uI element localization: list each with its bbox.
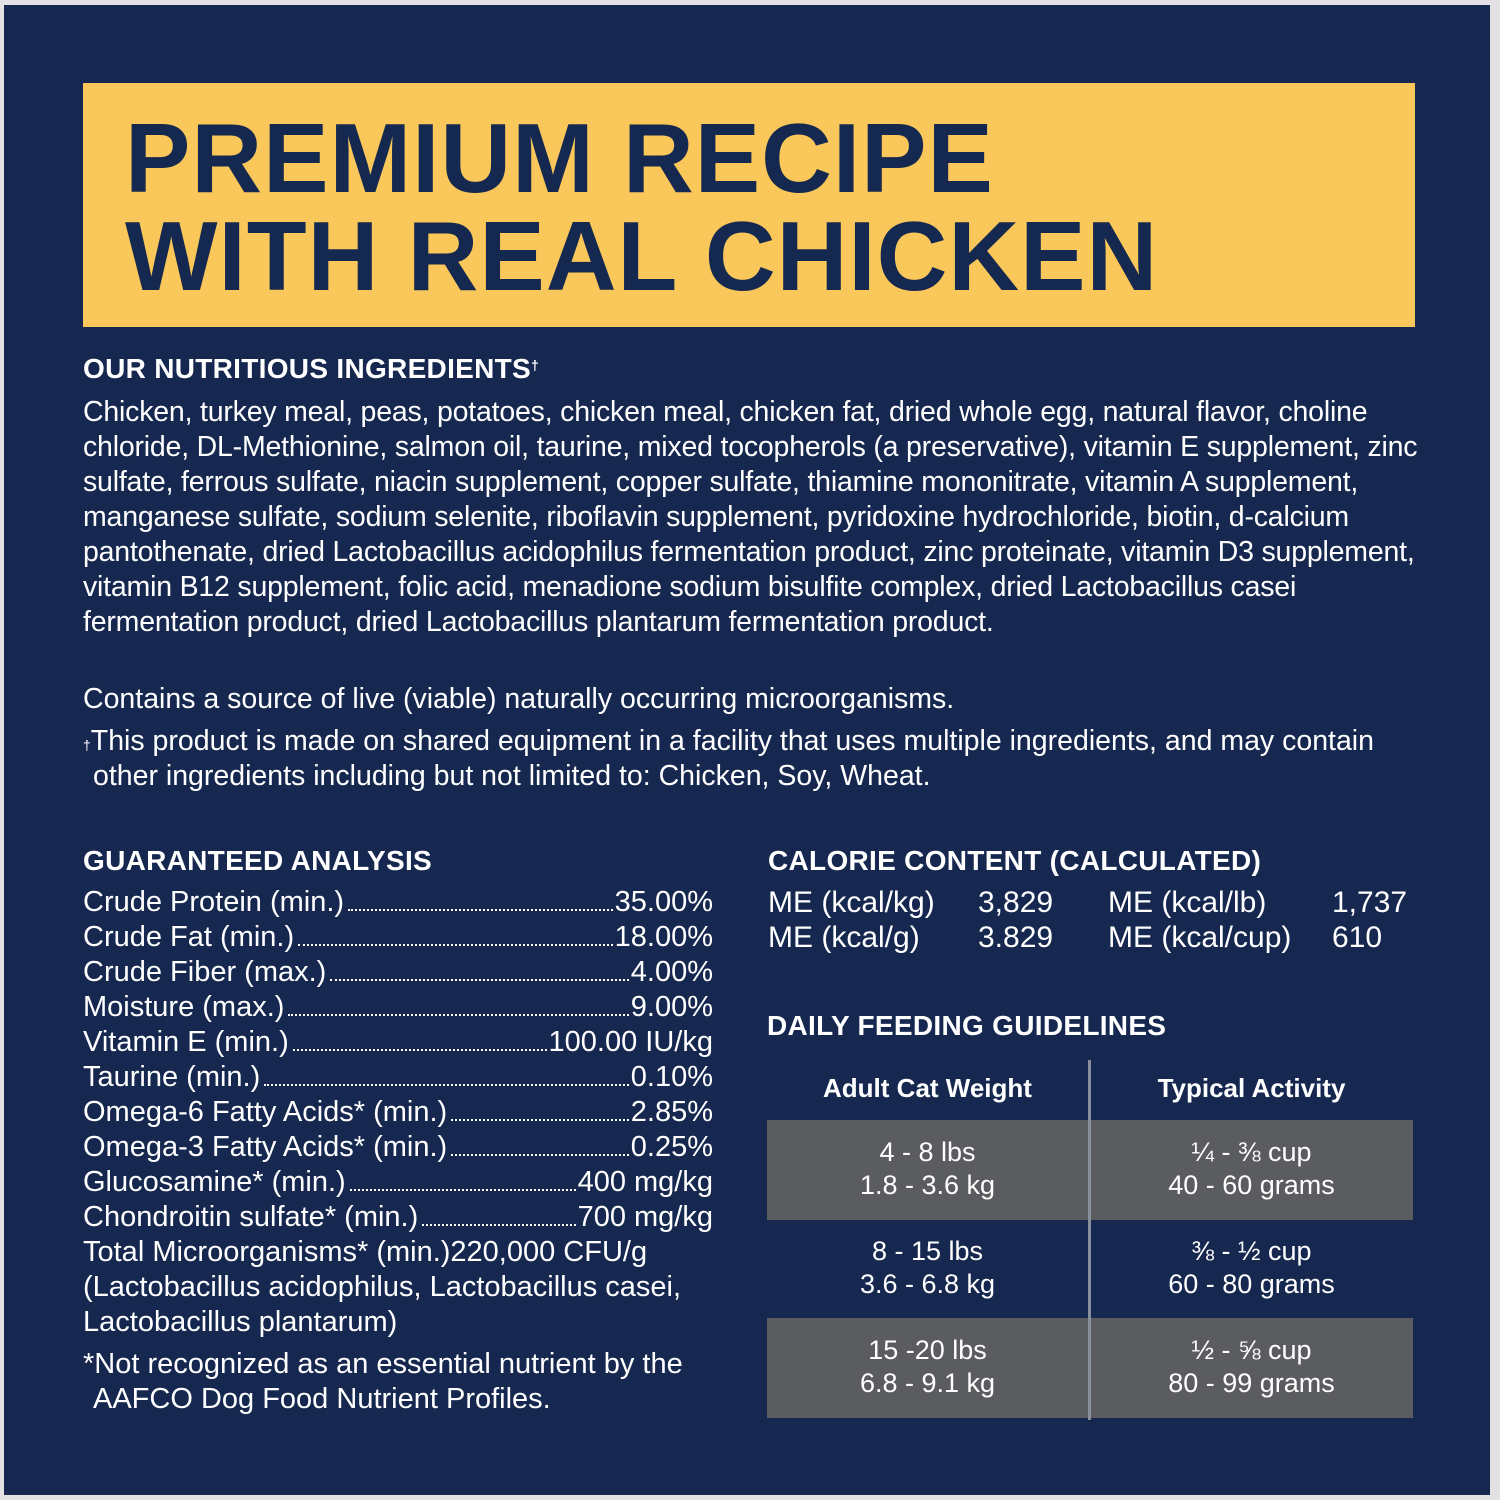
calorie-value: 1,737 [1332, 886, 1408, 919]
analysis-row: Glucosamine* (min.) 400 mg/kg [83, 1165, 713, 1200]
analysis-row: Crude Protein (min.) 35.00% [83, 885, 713, 920]
analysis-row: Omega-3 Fatty Acids* (min.) 0.25% [83, 1130, 713, 1165]
analysis-label: Taurine (min.) [83, 1061, 261, 1093]
weight-cell: 4 - 8 lbs 1.8 - 3.6 kg [767, 1136, 1088, 1202]
product-title: PREMIUM RECIPE WITH REAL CHICKEN [125, 109, 1158, 305]
weight-kg: 1.8 - 3.6 kg [859, 1170, 996, 1200]
analysis-value: 4.00% [630, 956, 713, 988]
analysis-value: 18.00% [614, 921, 713, 953]
dot-leader [349, 1189, 576, 1191]
calorie-content-table: ME (kcal/kg) 3,829 ME (kcal/lb) 1,737 ME… [768, 885, 1407, 955]
analysis-row: Crude Fiber (max.) 4.00% [83, 955, 713, 990]
analysis-value: 2.85% [630, 1096, 713, 1128]
calorie-label: ME (kcal/cup) [1108, 921, 1292, 954]
weight-cell: 8 - 15 lbs 3.6 - 6.8 kg [767, 1235, 1088, 1301]
feeding-row: 8 - 15 lbs 3.6 - 6.8 kg ⅜ - ½ cup 60 - 80 g… [767, 1219, 1413, 1319]
weight-lbs: 8 - 15 lbs [871, 1236, 984, 1266]
amount-grams: 60 - 80 grams [1168, 1269, 1335, 1299]
analysis-value: 100.00 IU/kg [548, 1026, 713, 1058]
analysis-label: Crude Protein (min.) [83, 886, 345, 918]
calorie-label: ME (kcal/lb) [1108, 886, 1267, 919]
title-line-2: WITH REAL CHICKEN [125, 201, 1159, 311]
feeding-guidelines-heading: DAILY FEEDING GUIDELINES [767, 1010, 1167, 1041]
facility-note: †This product is made on shared equipmen… [83, 724, 1413, 794]
microorganisms-note: Contains a source of live (viable) natur… [83, 683, 955, 715]
weight-cell: 15 -20 lbs 6.8 - 9.1 kg [767, 1334, 1088, 1400]
column-header-weight: Adult Cat Weight [823, 1073, 1032, 1103]
analysis-label: Omega-6 Fatty Acids* (min.) [83, 1096, 448, 1128]
calorie-value: 610 [1332, 921, 1383, 954]
analysis-row: Total Microorganisms* (min.) 220,000 CFU/… [83, 1235, 713, 1270]
title-banner: PREMIUM RECIPE WITH REAL CHICKEN [83, 83, 1415, 327]
amount-cups: ¼ - ⅜ cup [1191, 1137, 1312, 1167]
analysis-row: Moisture (max.) 9.00% [83, 990, 713, 1025]
calorie-label: ME (kcal/g) [768, 921, 920, 954]
title-line-1: PREMIUM RECIPE [125, 103, 994, 213]
analysis-row: Crude Fat (min.) 18.00% [83, 920, 713, 955]
weight-lbs: 4 - 8 lbs [879, 1137, 976, 1167]
weight-kg: 3.6 - 6.8 kg [859, 1269, 996, 1299]
analysis-row: Taurine (min.) 0.10% [83, 1060, 713, 1095]
dot-leader [288, 1014, 629, 1016]
calorie-content-heading: CALORIE CONTENT (CALCULATED) [768, 845, 1262, 876]
dot-leader [264, 1084, 629, 1086]
analysis-label: Vitamin E (min.) [83, 1026, 289, 1058]
dot-leader [451, 1154, 629, 1156]
dot-leader [298, 944, 613, 946]
dot-leader [451, 1119, 629, 1121]
dot-leader [292, 1049, 547, 1051]
column-divider [1088, 1060, 1091, 1420]
calorie-label: ME (kcal/kg) [768, 886, 935, 919]
amount-cups: ⅜ - ½ cup [1191, 1236, 1312, 1266]
dot-leader [348, 909, 613, 911]
column-header-activity: Typical Activity [1157, 1073, 1346, 1103]
analysis-footnote: *Not recognized as an essential nutrient… [83, 1348, 683, 1415]
feeding-table: Adult Cat Weight Typical Activity 4 - 8 … [767, 1060, 1413, 1420]
dot-leader [422, 1224, 576, 1226]
amount-cell: ½ - ⅝ cup 80 - 99 grams [1091, 1334, 1412, 1400]
analysis-label: Omega-3 Fatty Acids* (min.) [83, 1131, 448, 1163]
analysis-value: 220,000 CFU/g [450, 1236, 648, 1268]
ingredients-heading: OUR NUTRITIOUS INGREDIENTS† [83, 353, 539, 385]
calorie-value: 3,829 [978, 886, 1054, 919]
amount-grams: 40 - 60 grams [1168, 1170, 1335, 1200]
ingredients-list: Chicken, turkey meal, peas, potatoes, ch… [83, 396, 1418, 638]
analysis-label: Moisture (max.) [83, 991, 285, 1023]
analysis-value: 400 mg/kg [577, 1166, 713, 1198]
microorganisms-detail: (Lactobacillus acidophilus, Lactobacillu… [83, 1271, 682, 1338]
analysis-label: Crude Fiber (max.) [83, 956, 327, 988]
calorie-value: 3.829 [978, 921, 1054, 954]
facility-note-text: This product is made on shared equipment… [90, 725, 1374, 792]
analysis-label: Crude Fat (min.) [83, 921, 295, 953]
analysis-value: 9.00% [630, 991, 713, 1023]
analysis-row: Chondroitin sulfate* (min.) 700 mg/kg [83, 1200, 713, 1235]
amount-cups: ½ - ⅝ cup [1191, 1335, 1312, 1365]
analysis-value: 0.10% [630, 1061, 713, 1093]
weight-kg: 6.8 - 9.1 kg [859, 1368, 996, 1398]
analysis-label: Glucosamine* (min.) [83, 1166, 346, 1198]
analysis-row: Vitamin E (min.) 100.00 IU/kg [83, 1025, 713, 1060]
dot-leader [330, 979, 629, 981]
analysis-label: Chondroitin sulfate* (min.) [83, 1201, 419, 1233]
weight-lbs: 15 -20 lbs [868, 1335, 987, 1365]
analysis-value: 700 mg/kg [577, 1201, 713, 1233]
guaranteed-analysis-heading: GUARANTEED ANALYSIS [83, 845, 433, 876]
analysis-row: Omega-6 Fatty Acids* (min.) 2.85% [83, 1095, 713, 1130]
analysis-value: 0.25% [630, 1131, 713, 1163]
analysis-label: Total Microorganisms* (min.) [83, 1236, 451, 1268]
ingredients-heading-text: OUR NUTRITIOUS INGREDIENTS [83, 353, 532, 384]
dagger-mark: † [531, 357, 540, 373]
dagger-mark: † [83, 737, 91, 753]
amount-cell: ⅜ - ½ cup 60 - 80 grams [1091, 1235, 1412, 1301]
analysis-value: 35.00% [614, 886, 713, 918]
amount-cell: ¼ - ⅜ cup 40 - 60 grams [1091, 1136, 1412, 1202]
amount-grams: 80 - 99 grams [1168, 1368, 1335, 1398]
feeding-row: 15 -20 lbs 6.8 - 9.1 kg ½ - ⅝ cup 80 - 99 g… [767, 1318, 1413, 1418]
guaranteed-analysis: Crude Protein (min.) 35.00% Crude Fat (min… [83, 885, 713, 1417]
